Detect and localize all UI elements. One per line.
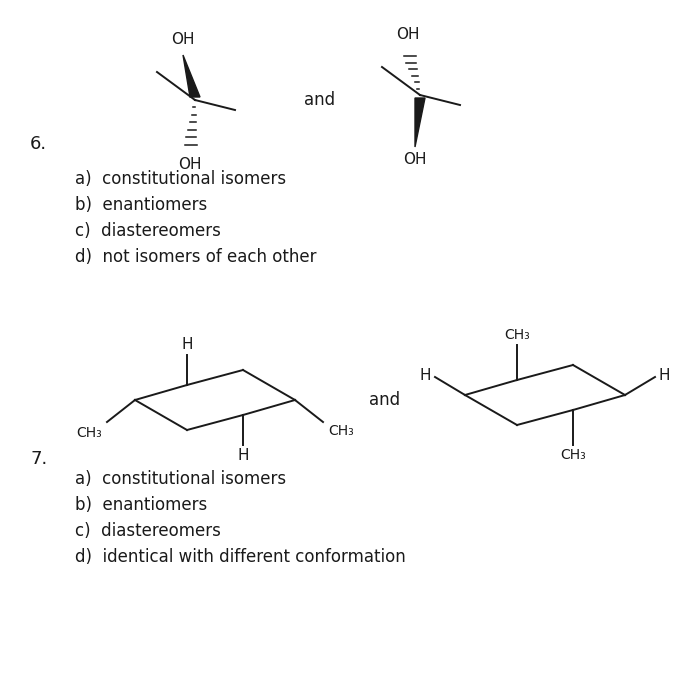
Text: H: H [237,448,248,463]
Text: d)  not isomers of each other: d) not isomers of each other [75,248,316,266]
Text: H: H [659,368,671,383]
Text: H: H [181,337,193,352]
Text: b)  enantiomers: b) enantiomers [75,496,207,514]
Text: 6.: 6. [30,135,47,153]
Text: OH: OH [172,32,195,47]
Text: CH₃: CH₃ [504,328,530,342]
Text: CH₃: CH₃ [328,424,354,438]
Text: c)  diastereomers: c) diastereomers [75,222,221,240]
Text: H: H [419,368,431,383]
Text: CH₃: CH₃ [560,448,586,462]
Text: OH: OH [403,152,427,167]
Text: 7.: 7. [30,450,48,468]
Text: c)  diastereomers: c) diastereomers [75,522,221,540]
Text: b)  enantiomers: b) enantiomers [75,196,207,214]
Text: a)  constitutional isomers: a) constitutional isomers [75,170,286,188]
Polygon shape [415,98,425,147]
Text: and: and [304,91,335,109]
Text: d)  identical with different conformation: d) identical with different conformation [75,548,406,566]
Text: OH: OH [178,157,202,172]
Text: a)  constitutional isomers: a) constitutional isomers [75,470,286,488]
Text: and: and [370,391,400,409]
Text: OH: OH [396,27,420,42]
Text: CH₃: CH₃ [76,426,102,440]
Polygon shape [183,55,200,97]
